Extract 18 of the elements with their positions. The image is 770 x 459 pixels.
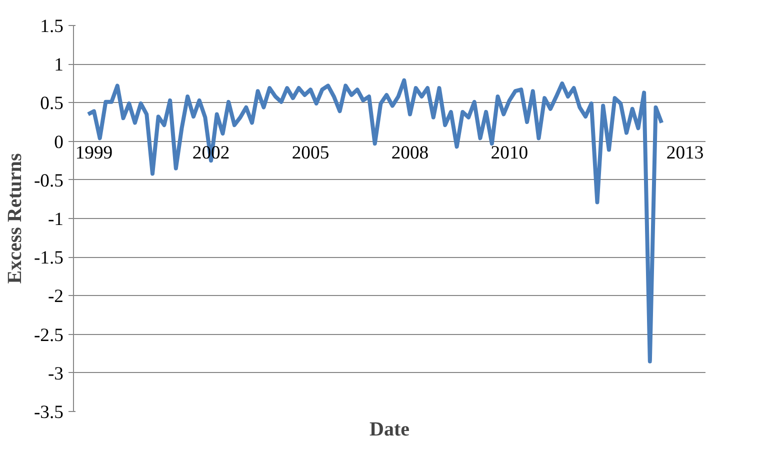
y-tick-label: -0.5 — [34, 170, 64, 192]
y-axis-title: Excess Returns — [4, 153, 26, 284]
x-axis-title: Date — [370, 418, 410, 440]
y-tick-label: 0 — [54, 132, 64, 153]
y-tick-label: -3.5 — [34, 402, 64, 423]
y-tick-label: 1.5 — [40, 16, 64, 37]
y-tick-label: -1.5 — [34, 248, 64, 269]
y-tick-label: 0.5 — [40, 93, 64, 114]
x-tick-label: 2005 — [292, 142, 330, 164]
x-tick-label: 2013 — [666, 142, 704, 164]
x-tick-label: 1999 — [75, 142, 113, 164]
y-tick-label: -1 — [48, 209, 64, 230]
y-tick-label: -2 — [48, 286, 64, 308]
y-tick-label: -3 — [48, 363, 64, 384]
x-tick-label: 2008 — [391, 142, 429, 164]
y-tick-label: -2.5 — [34, 324, 64, 346]
x-tick-label: 2010 — [490, 142, 528, 164]
y-tick-label: 1 — [54, 54, 64, 76]
